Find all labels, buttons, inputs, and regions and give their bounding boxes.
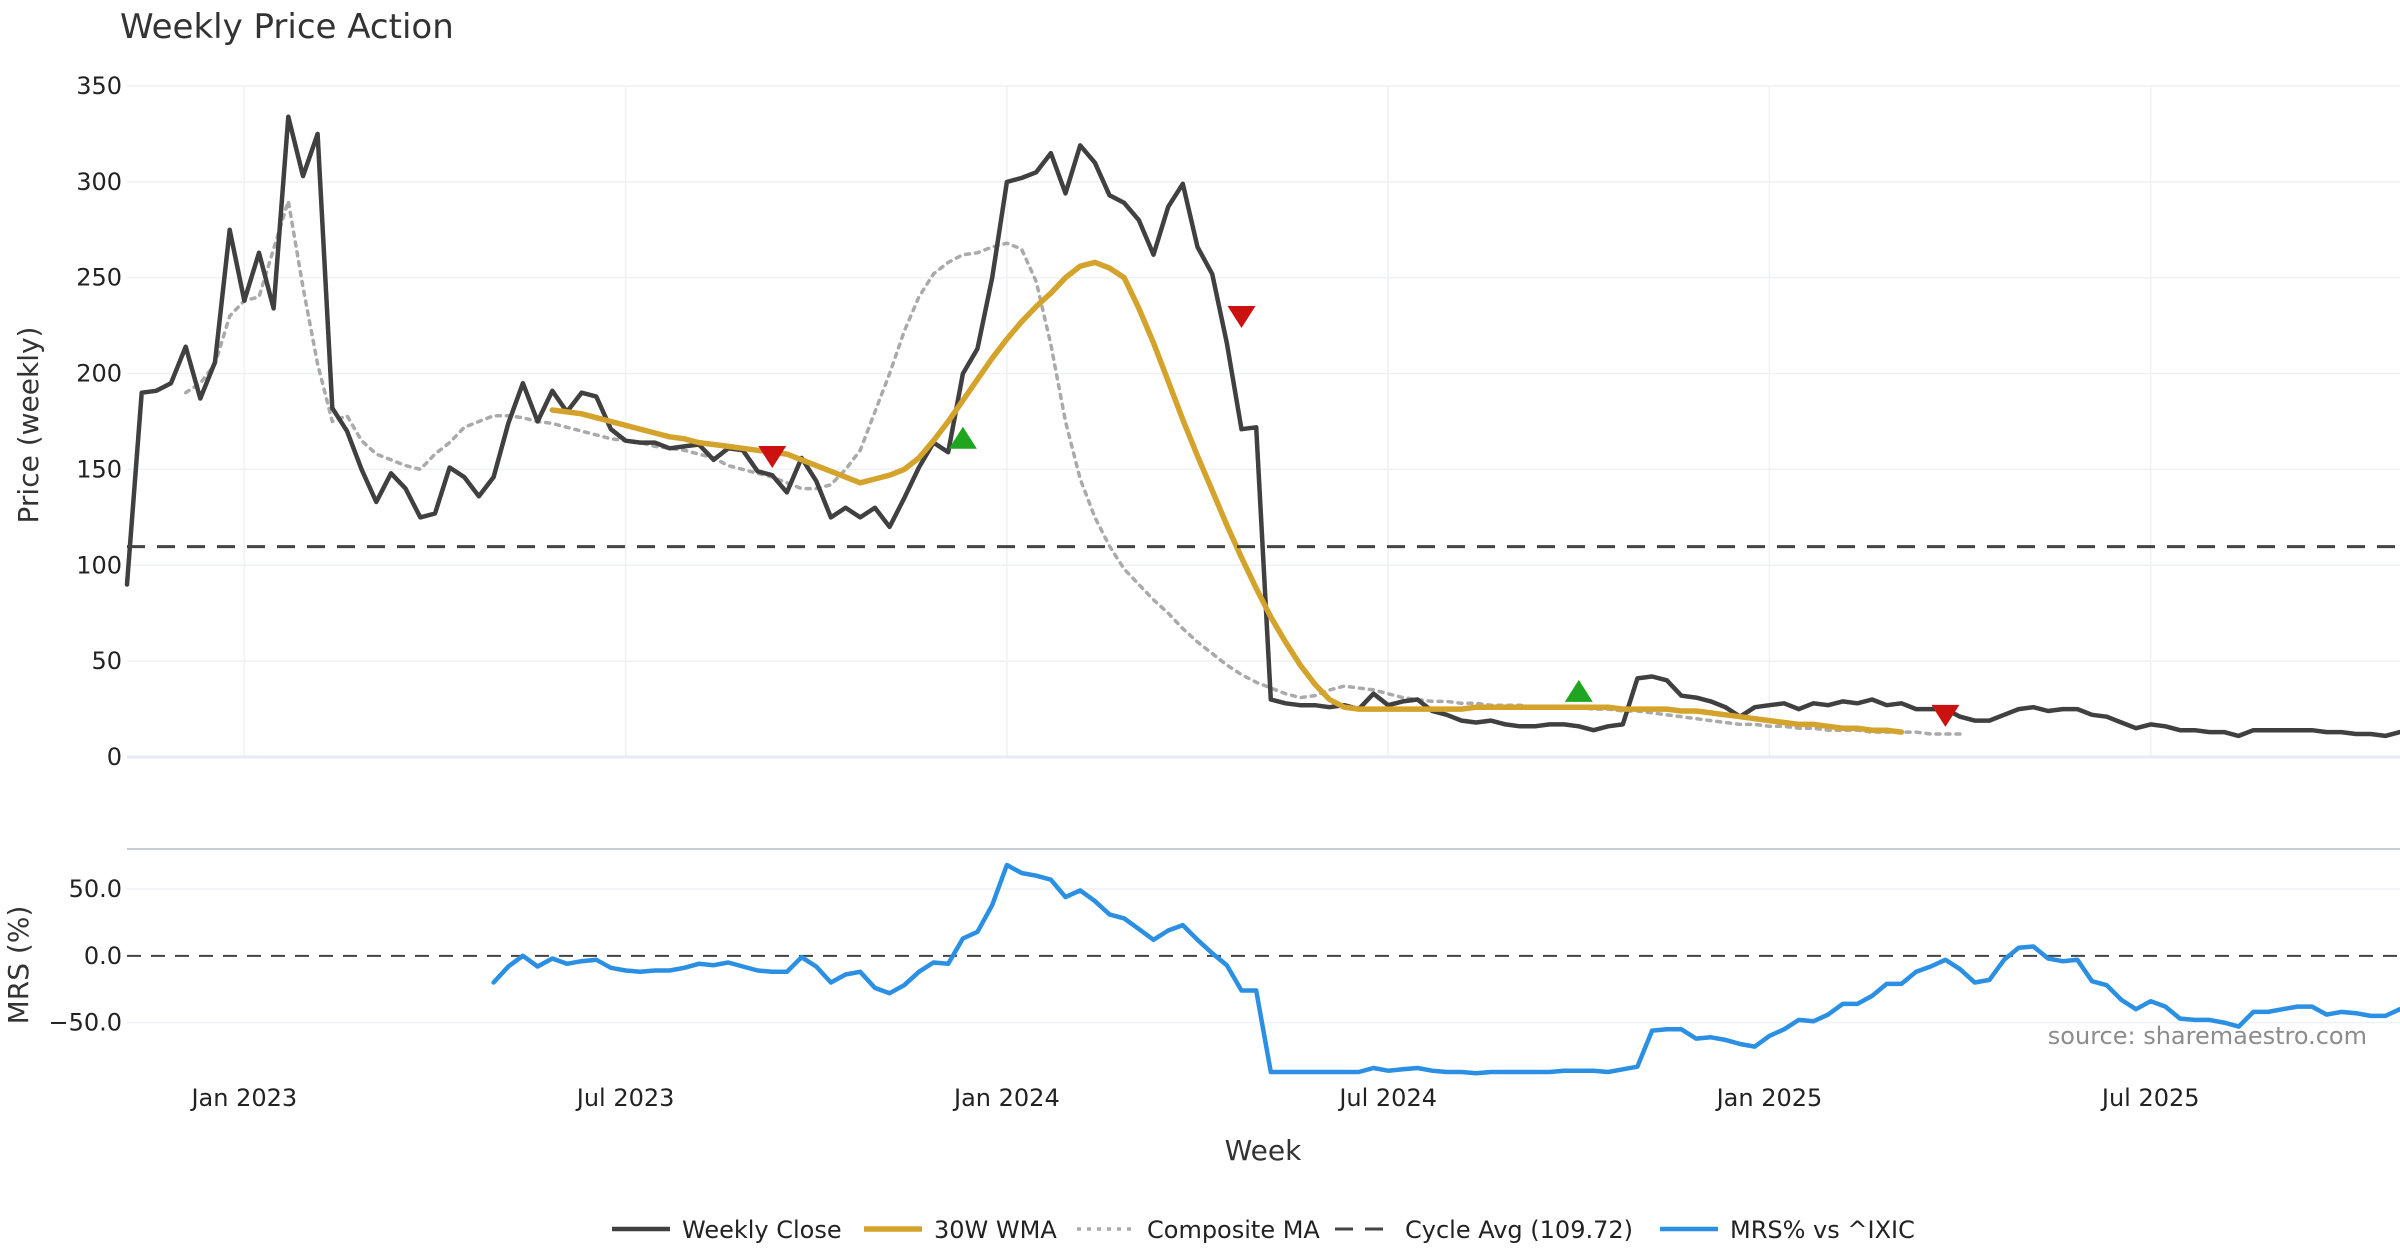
price-y-axis-label: Price (weekly)	[12, 327, 45, 524]
price-y-tick-label: 300	[76, 168, 122, 196]
price-y-tick-label: 100	[76, 551, 122, 579]
legend-label-composite-ma: Composite MA	[1147, 1216, 1320, 1244]
legend-label-30w-wma: 30W WMA	[934, 1216, 1057, 1244]
x-tick-label: Jul 2023	[575, 1084, 675, 1112]
buy-signal-marker	[1564, 679, 1593, 702]
legend-label-mrs-vs-ixic: MRS% vs ^IXIC	[1730, 1216, 1915, 1244]
legend: Weekly Close 30W WMA Composite MA Cycle Avg…	[612, 1216, 1915, 1244]
mrs-y-axis-label: MRS (%)	[2, 906, 35, 1025]
mrs-vs-ixic-line	[491, 862, 2400, 1076]
x-tick-label: Jul 2025	[2100, 1084, 2200, 1112]
price-y-tick-label: 50	[91, 647, 122, 675]
chart-title: Weekly Price Action	[120, 7, 454, 47]
signals-layer	[758, 306, 1960, 727]
mrs-y-tick-label: −50.0	[48, 1009, 122, 1037]
mrs-y-tick-label: 50.0	[69, 875, 122, 903]
series-layer	[124, 114, 2400, 1076]
weekly-close-line	[124, 114, 2400, 739]
mrs-y-tick-label: 0.0	[84, 942, 122, 970]
price-y-tick-label: 250	[76, 264, 122, 292]
source-annotation: source: sharemaestro.com	[2048, 1022, 2367, 1050]
legend-label-cycle-avg-109-72: Cycle Avg (109.72)	[1405, 1216, 1633, 1244]
x-tick-label: Jan 2023	[189, 1084, 297, 1112]
x-axis-ticks: Jan 2023 Jul 2023 Jan 2024 Jul 2024 Jan 2025…	[189, 1084, 2199, 1112]
price-panel-grid	[127, 85, 2400, 757]
x-tick-label: Jul 2024	[1337, 1084, 1437, 1112]
sell-signal-marker	[758, 446, 787, 469]
price-y-axis-ticks: 0 50 100 150 200 250 300 350	[76, 72, 122, 771]
price-y-tick-label: 0	[107, 743, 122, 771]
price-y-tick-label: 350	[76, 72, 122, 100]
mrs-panel-grid	[127, 888, 2400, 1024]
buy-signal-marker	[948, 426, 977, 449]
price-y-tick-label: 150	[76, 455, 122, 483]
x-tick-label: Jan 2025	[1715, 1084, 1823, 1112]
x-axis-label: Week	[1225, 1134, 1302, 1167]
sell-signal-marker	[1931, 704, 1960, 727]
sell-signal-marker	[1227, 306, 1256, 329]
legend-label-weekly-close: Weekly Close	[682, 1216, 842, 1244]
composite-ma-line	[183, 199, 1962, 736]
x-tick-label: Jan 2024	[952, 1084, 1060, 1112]
price-y-tick-label: 200	[76, 360, 122, 388]
mrs-y-axis-ticks: 50.0 0.0 −50.0	[48, 875, 122, 1037]
